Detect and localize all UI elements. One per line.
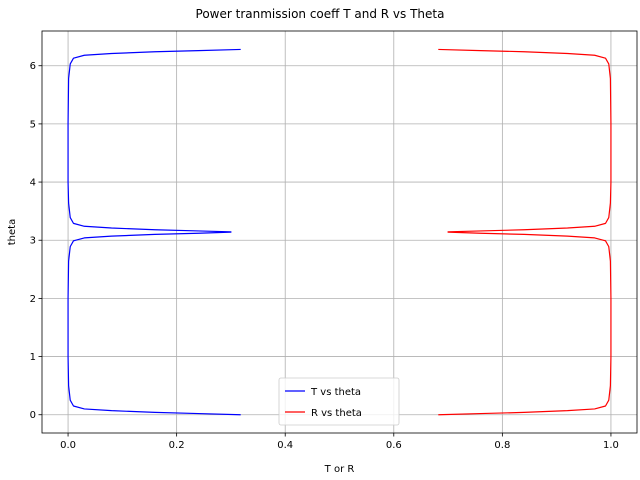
series-layer xyxy=(67,48,612,416)
y-tick-label: 5 xyxy=(30,119,36,130)
y-tick-label: 3 xyxy=(30,236,36,247)
x-tick-label: 0.2 xyxy=(169,440,185,451)
legend-box xyxy=(278,377,400,426)
legend-label: R vs theta xyxy=(311,408,362,419)
plot-frame xyxy=(41,30,638,434)
x-tick-label: 0.6 xyxy=(386,440,402,451)
y-tick-label: 0 xyxy=(30,410,36,421)
y-tick-label: 1 xyxy=(30,352,36,363)
grid xyxy=(42,31,637,433)
y-tick-label: 4 xyxy=(30,178,36,189)
x-tick-label: 1.0 xyxy=(603,440,619,451)
chart-title: Power tranmission coeff T and R vs Theta xyxy=(196,7,445,21)
x-tick-label: 0.4 xyxy=(277,440,293,451)
x-tick-label: 0.0 xyxy=(60,440,76,451)
x-axis-label: T or R xyxy=(324,464,355,475)
legend-label: T vs theta xyxy=(310,387,361,398)
y-tick-label: 2 xyxy=(30,294,36,305)
legend: T vs theta R vs theta xyxy=(278,377,400,426)
ticks: 0.0 0.2 0.4 0.6 0.8 1.0 0 1 2 3 4 5 6 xyxy=(30,61,619,451)
x-tick-label: 0.8 xyxy=(494,440,510,451)
series-line-1 xyxy=(67,48,241,416)
series-line-2 xyxy=(438,48,612,416)
y-axis-label: theta xyxy=(7,219,18,245)
y-tick-label: 6 xyxy=(30,61,36,72)
